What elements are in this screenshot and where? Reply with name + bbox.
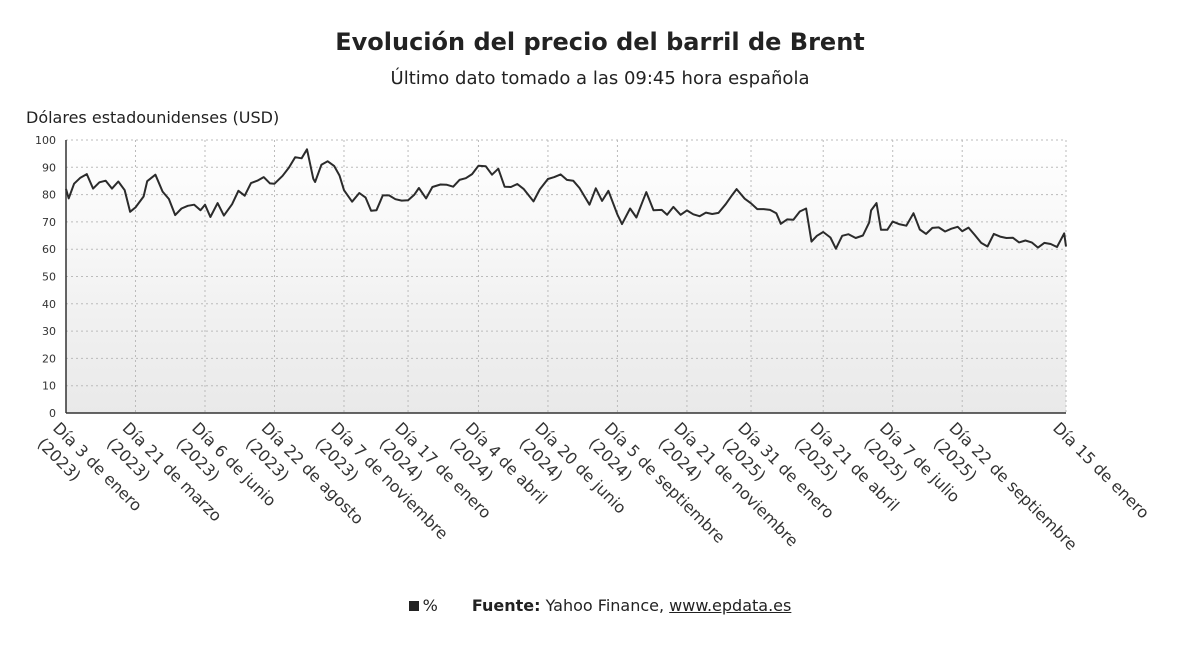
x-tick-label: Día 15 de enero bbox=[1049, 418, 1153, 522]
source-link[interactable]: www.epdata.es bbox=[669, 596, 792, 615]
y-axis-ticks: 0 10 20 30 40 50 60 70 80 90 100 bbox=[35, 134, 56, 420]
y-tick-label: 0 bbox=[49, 407, 56, 420]
y-tick-label: 30 bbox=[42, 325, 56, 338]
chart-footer: % Fuente: Yahoo Finance, www.epdata.es bbox=[0, 596, 1200, 615]
legend-swatch bbox=[408, 601, 419, 611]
y-tick-label: 80 bbox=[42, 189, 56, 202]
y-tick-label: 70 bbox=[42, 216, 56, 229]
x-axis-ticks: Día 3 de enero(2023) Día 21 de marzo(2023… bbox=[34, 418, 1154, 554]
grid-lines bbox=[65, 139, 1067, 413]
source-label: Fuente: bbox=[471, 596, 541, 615]
source-text: Yahoo Finance, bbox=[545, 596, 670, 615]
series-line bbox=[65, 148, 1067, 250]
y-tick-label: 20 bbox=[42, 352, 56, 365]
chart-subtitle: Último dato tomado a las 09:45 hora espa… bbox=[390, 68, 810, 89]
y-tick-label: 50 bbox=[42, 271, 56, 284]
y-tick-label: 40 bbox=[42, 298, 56, 311]
y-axis-label: Dólares estadounidenses (USD) bbox=[26, 108, 280, 127]
y-tick-label: 60 bbox=[42, 243, 56, 256]
y-tick-label: 90 bbox=[42, 161, 56, 174]
chart-title: Evolución del precio del barril de Brent bbox=[335, 28, 865, 56]
y-tick-label: 10 bbox=[42, 380, 56, 393]
legend-label: % bbox=[422, 596, 438, 615]
y-tick-label: 100 bbox=[35, 134, 56, 147]
